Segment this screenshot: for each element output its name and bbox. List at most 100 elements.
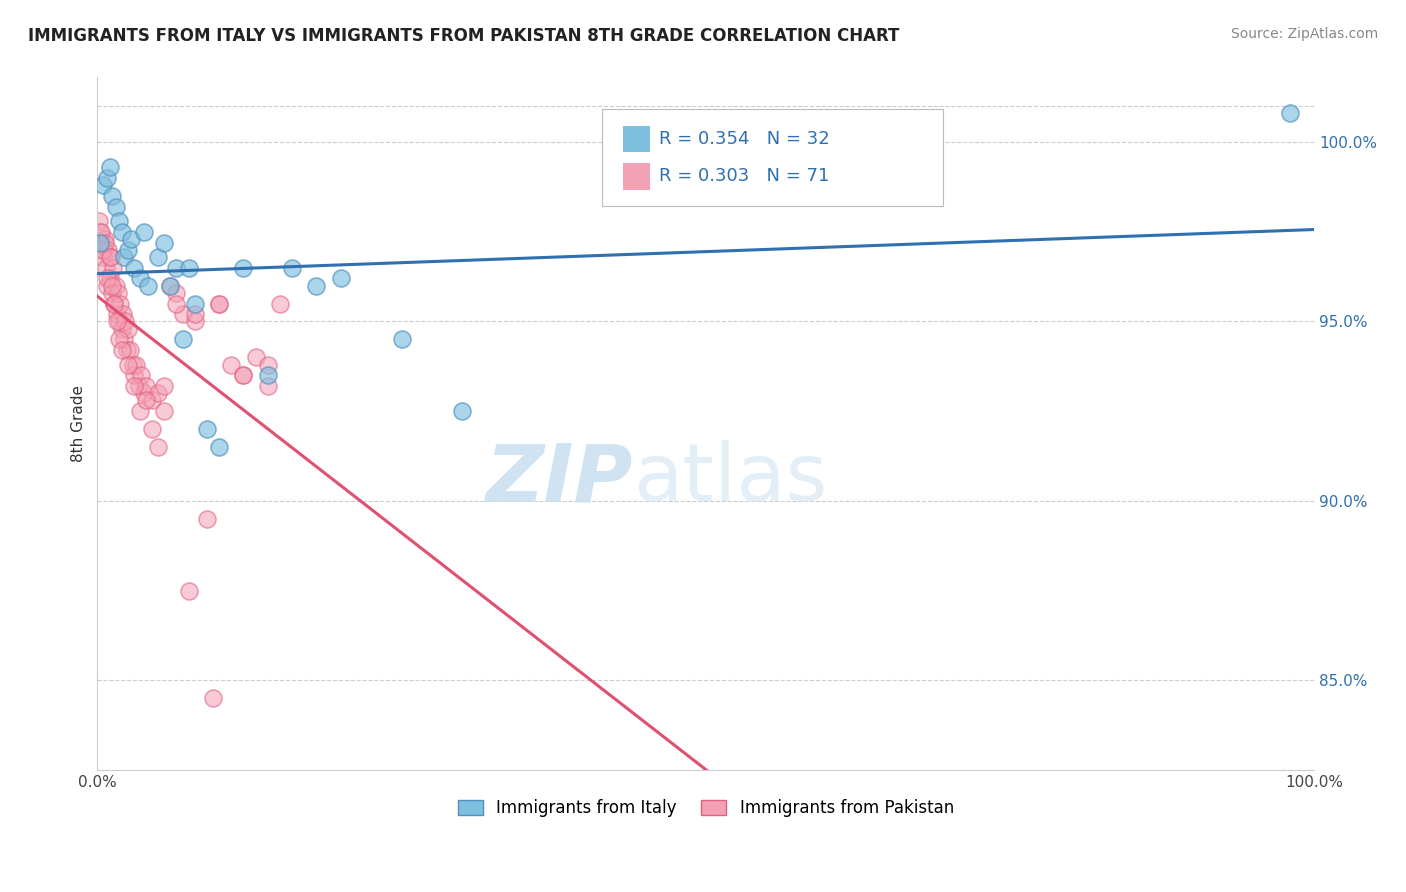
Point (105, 314, 128, 328)
Point (159, 278, 181, 293)
Point (208, 440, 231, 454)
Point (111, 225, 134, 239)
Point (165, 285, 187, 300)
Text: ZIP: ZIP (485, 440, 633, 518)
Point (177, 260, 200, 275)
Point (122, 368, 145, 383)
Point (451, 404, 474, 418)
Point (183, 296, 205, 310)
FancyBboxPatch shape (602, 109, 943, 205)
Point (97, 243, 120, 257)
Point (94, 260, 117, 275)
Point (269, 296, 291, 310)
Point (96, 278, 118, 293)
Point (112, 332, 135, 346)
Text: R = 0.354   N = 32: R = 0.354 N = 32 (659, 130, 830, 148)
Point (153, 379, 176, 393)
Point (138, 278, 160, 293)
Point (391, 332, 413, 346)
Point (101, 278, 124, 293)
Point (101, 189, 124, 203)
Point (208, 296, 231, 310)
Point (93, 243, 115, 257)
Point (101, 260, 124, 275)
Point (101, 285, 124, 300)
Point (104, 200, 127, 214)
Point (93, 235, 115, 250)
Point (121, 358, 143, 372)
Point (148, 250, 170, 264)
Point (104, 278, 127, 293)
Point (117, 358, 139, 372)
Point (201, 691, 224, 706)
Point (219, 358, 242, 372)
Point (135, 393, 157, 408)
Point (98, 271, 121, 285)
Point (135, 379, 157, 393)
Point (110, 296, 132, 310)
Point (232, 368, 254, 383)
Point (100, 250, 122, 264)
Point (232, 368, 254, 383)
Point (89, 225, 111, 239)
Point (153, 404, 176, 418)
Point (159, 278, 181, 293)
Point (141, 393, 163, 408)
Point (132, 225, 155, 239)
Point (89, 235, 111, 250)
Point (148, 440, 170, 454)
Point (103, 296, 125, 310)
Text: atlas: atlas (633, 440, 827, 518)
Point (128, 379, 150, 393)
Point (93, 232, 115, 246)
Point (108, 214, 131, 228)
Point (256, 368, 278, 383)
Point (111, 307, 134, 321)
Point (93, 178, 115, 193)
Legend: Immigrants from Italy, Immigrants from Pakistan: Immigrants from Italy, Immigrants from P… (451, 793, 960, 824)
Point (114, 314, 136, 328)
Point (125, 358, 148, 372)
Bar (623, 163, 650, 190)
Point (305, 278, 328, 293)
Point (148, 386, 170, 401)
Point (195, 512, 218, 526)
Point (117, 243, 139, 257)
Point (120, 343, 142, 358)
Text: R = 0.303   N = 71: R = 0.303 N = 71 (659, 168, 830, 186)
Point (153, 235, 176, 250)
Point (256, 358, 278, 372)
Point (132, 386, 155, 401)
Point (129, 271, 152, 285)
Point (129, 404, 152, 418)
Point (115, 343, 138, 358)
Point (129, 368, 152, 383)
Point (90, 225, 112, 239)
Point (103, 296, 125, 310)
Point (177, 583, 200, 598)
Point (96, 170, 118, 185)
Point (141, 422, 163, 436)
Point (281, 260, 304, 275)
Point (108, 332, 131, 346)
Point (117, 321, 139, 335)
Point (105, 307, 128, 321)
Point (93, 250, 115, 264)
Point (90, 243, 112, 257)
Point (172, 332, 194, 346)
Point (120, 232, 142, 246)
Point (111, 343, 134, 358)
Point (98, 250, 121, 264)
Y-axis label: 8th Grade: 8th Grade (72, 385, 86, 462)
Point (112, 250, 135, 264)
Point (232, 260, 254, 275)
Point (122, 260, 145, 275)
Point (208, 296, 231, 310)
Point (122, 379, 145, 393)
Point (108, 314, 131, 328)
Text: IMMIGRANTS FROM ITALY VS IMMIGRANTS FROM PAKISTAN 8TH GRADE CORRELATION CHART: IMMIGRANTS FROM ITALY VS IMMIGRANTS FROM… (28, 27, 900, 45)
Point (329, 271, 352, 285)
Point (195, 422, 218, 436)
Point (96, 271, 118, 285)
Point (107, 285, 129, 300)
